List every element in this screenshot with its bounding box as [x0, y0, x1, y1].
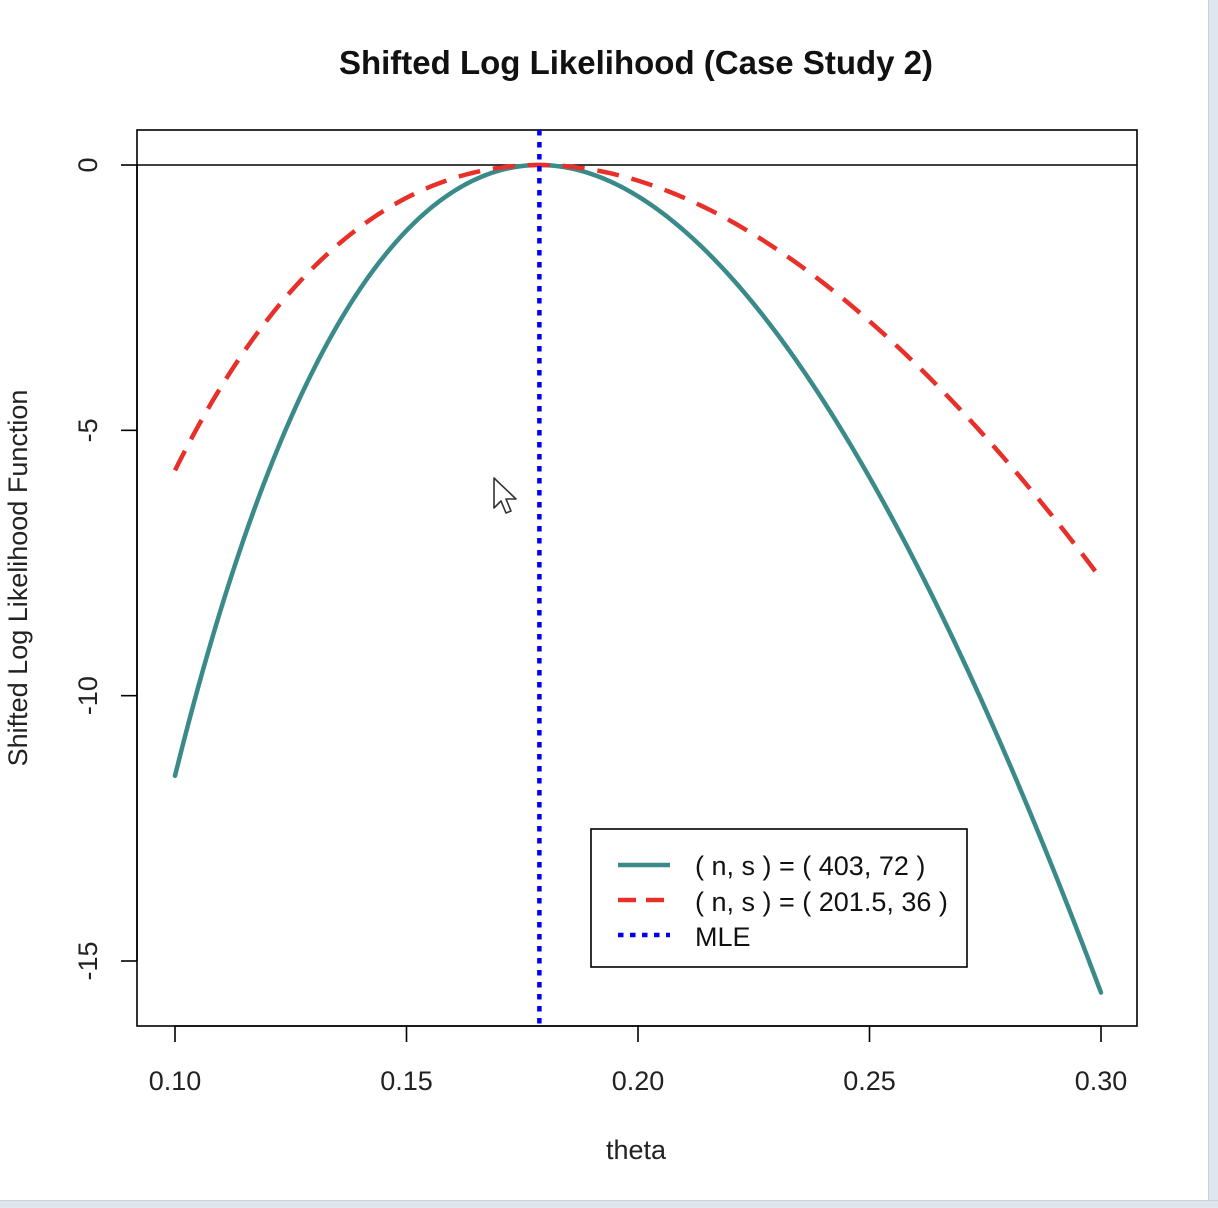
y-tick-label: -10: [73, 676, 103, 715]
x-tick-label: 0.30: [1075, 1066, 1128, 1096]
x-tick-label: 0.20: [612, 1066, 665, 1096]
legend-label-n403: ( n, s ) = ( 403, 72 ): [695, 851, 925, 881]
legend-label-mle: MLE: [695, 922, 751, 952]
x-axis: 0.10 0.15 0.20 0.25 0.30: [149, 1026, 1128, 1096]
legend-label-n201: ( n, s ) = ( 201.5, 36 ): [695, 887, 948, 917]
legend: ( n, s ) = ( 403, 72 ) ( n, s ) = ( 201.…: [591, 829, 967, 967]
y-axis: 0 -5 -10 -15: [73, 157, 137, 980]
x-tick-label: 0.10: [149, 1066, 202, 1096]
x-tick-label: 0.15: [380, 1066, 433, 1096]
y-tick-label: -5: [73, 418, 103, 442]
window-bottom-edge: [0, 1200, 1218, 1208]
y-axis-label: Shifted Log Likelihood Function: [3, 390, 33, 767]
y-tick-label: -15: [73, 941, 103, 980]
y-tick-label: 0: [73, 157, 103, 172]
window-right-edge: [1208, 0, 1218, 1208]
x-axis-label: theta: [606, 1135, 667, 1165]
x-tick-label: 0.25: [843, 1066, 896, 1096]
mouse-cursor-icon: [494, 478, 516, 513]
chart-title: Shifted Log Likelihood (Case Study 2): [339, 44, 933, 81]
